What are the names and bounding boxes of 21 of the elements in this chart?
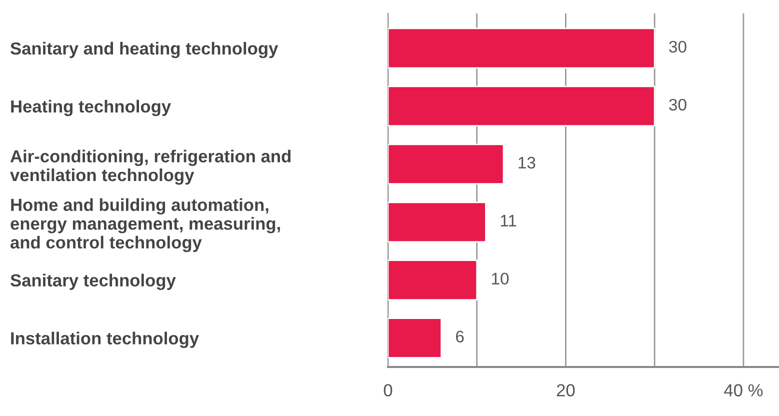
data-label: 11	[500, 214, 516, 226]
bar	[388, 318, 442, 358]
y-tick-label: Sanitary technology	[10, 274, 176, 290]
y-tick-label: Home and building automation, energy management, measuring, and control technology	[10, 198, 280, 252]
data-label: 30	[669, 40, 686, 53]
bar	[388, 202, 486, 242]
data-label: 13	[518, 156, 536, 169]
bar	[388, 260, 478, 300]
x-tick-label: 0	[384, 384, 392, 396]
data-label: 10	[492, 272, 509, 285]
x-tick-label: 40 %	[724, 384, 763, 396]
y-tick-label: Air-conditioning, refrigeration and ventilation technology	[10, 150, 290, 185]
y-tick-label: Heating technology	[11, 100, 171, 116]
x-tick-label: 20	[556, 384, 575, 396]
data-label: 6	[456, 330, 464, 342]
bar	[388, 86, 656, 127]
bar	[388, 28, 656, 69]
y-tick-label: Sanitary and heating technology	[10, 42, 278, 58]
bar	[388, 144, 504, 185]
data-label: 30	[669, 98, 686, 111]
y-tick-label: Installation technology	[11, 332, 199, 348]
